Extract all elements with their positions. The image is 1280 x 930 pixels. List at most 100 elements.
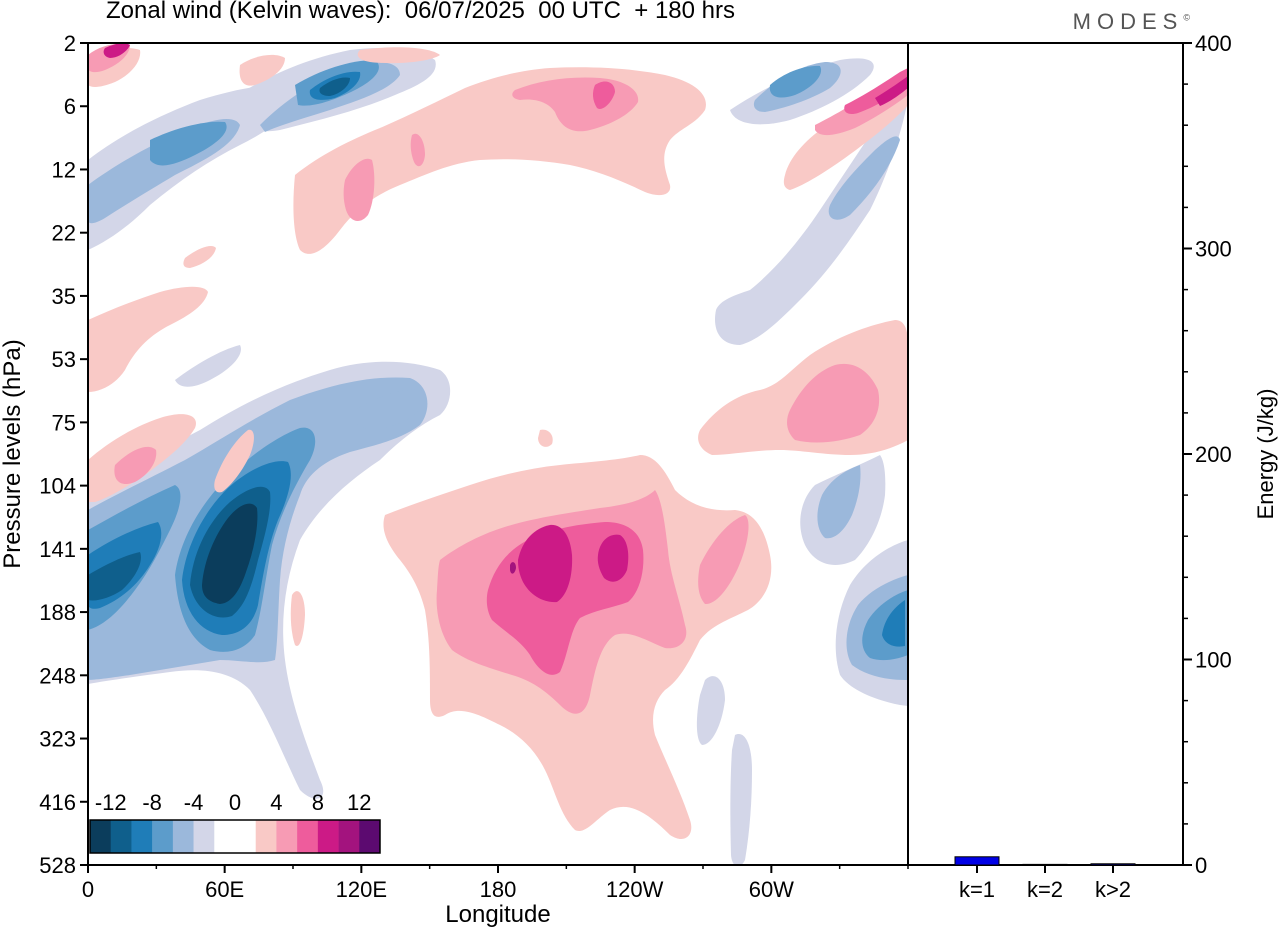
contour-pos4: [787, 363, 880, 443]
colorbar-label: -12: [95, 790, 127, 815]
colorbar-swatch: [276, 820, 298, 853]
colorbar-swatch: [297, 820, 319, 853]
energy-category-label: k>2: [1095, 877, 1131, 902]
energy-tick-label: 300: [1195, 237, 1232, 262]
contour-neg2: [696, 676, 725, 745]
contour-pos2: [183, 246, 216, 268]
y-tick-label: 188: [39, 600, 76, 625]
colorbar-swatch: [317, 820, 339, 853]
colorbar-swatch: [152, 820, 174, 853]
colorbar-swatch: [110, 820, 132, 853]
energy-panel-frame: [907, 42, 1184, 866]
contour-neg2: [730, 734, 752, 865]
colorbar-swatch: [172, 820, 194, 853]
contour-pos4: [410, 133, 425, 167]
brand-name: MODES: [1072, 9, 1184, 34]
colorbar-swatch: [255, 820, 277, 853]
colorbar-swatch: [338, 820, 360, 853]
y-tick-label: 35: [52, 284, 76, 309]
copyright-mark: ©: [1183, 12, 1190, 23]
contour-pos6: [592, 81, 615, 109]
colorbar-label: 4: [270, 790, 282, 815]
x-tick-label: 60E: [205, 877, 244, 902]
x-tick-label: 0: [82, 877, 94, 902]
y-tick-label: 528: [39, 853, 76, 878]
x-tick-label: 120E: [336, 877, 387, 902]
contour-pos2: [88, 286, 208, 392]
energy-bars: k=1 k=2 k>2: [954, 856, 1136, 902]
energy-category-label: k=1: [959, 877, 995, 902]
y-tick-label: 323: [39, 727, 76, 752]
y-tick-label: 2: [64, 31, 76, 56]
contour-neg2: [715, 90, 908, 345]
y-tick-label: 75: [52, 410, 76, 435]
contour-pos2: [239, 54, 285, 86]
x-tick-label: 60W: [749, 877, 794, 902]
contour-neg10: [88, 552, 141, 601]
y-tick-label: 416: [39, 790, 76, 815]
contour-neg4: [355, 389, 426, 430]
contour-pos4: [343, 158, 375, 222]
contour-pos8: [597, 534, 629, 582]
energy-category-label: k=2: [1027, 877, 1063, 902]
x-tick-label: 120W: [606, 877, 664, 902]
energy-tick-label: 200: [1195, 442, 1232, 467]
contour-pos2: [214, 429, 254, 493]
colorbar: -12 -8 -4 0 4 8 12: [89, 790, 381, 854]
colorbar-swatch: [235, 820, 257, 853]
y-tick-label: 53: [52, 347, 76, 372]
contour-pos4: [698, 515, 749, 605]
contour-neg10: [319, 77, 350, 96]
colorbar-label: -4: [184, 790, 204, 815]
contour-pos4: [114, 446, 157, 485]
contour-pos2: [538, 429, 553, 447]
colorbar-label: 8: [312, 790, 324, 815]
contour-neg12: [202, 503, 258, 604]
x-axis: 0 60E 120E 180 120W 60W: [82, 865, 909, 902]
colorbar-swatch: [90, 820, 112, 853]
y-axis: 2 6 12 22 35 53 75 104 141 188 248 323 416 528: [39, 31, 88, 878]
brand-logo: MODES©: [1073, 9, 1190, 35]
chart-title: Zonal wind (Kelvin waves): 06/07/2025 00…: [106, 0, 735, 24]
colorbar-label: 12: [347, 790, 371, 815]
contour-neg6: [150, 121, 227, 166]
x-axis-label: Longitude: [445, 901, 550, 928]
energy-panel: k=1 k=2 k>2: [907, 42, 1184, 902]
y-axis-label: Pressure levels (hPa): [0, 339, 26, 568]
x-tick-label: 180: [480, 877, 517, 902]
y-tick-label: 22: [52, 221, 76, 246]
energy-bar: [954, 856, 1000, 866]
energy-bar: [1090, 863, 1136, 866]
contour-neg4: [817, 465, 861, 539]
energy-axis: 0 100 200 300 400: [1183, 31, 1232, 878]
contour-neg2: [88, 86, 292, 250]
y-tick-label: 248: [39, 663, 76, 688]
contour-neg6: [769, 65, 822, 98]
colorbar-label: 0: [229, 790, 241, 815]
contour-pos2: [290, 591, 305, 646]
energy-tick-label: 400: [1195, 31, 1232, 56]
heatmap-field: [88, 43, 908, 865]
contour-pos6: [844, 68, 908, 115]
energy-bar: [1022, 863, 1068, 866]
energy-axis-label: Energy (J/kg): [1253, 389, 1278, 520]
y-tick-label: 6: [64, 94, 76, 119]
colorbar-frame: [89, 819, 381, 854]
energy-tick-label: 0: [1195, 853, 1207, 878]
energy-tick-label: 100: [1195, 648, 1232, 673]
colorbar-swatch: [131, 820, 153, 853]
contour-pos10: [510, 562, 516, 574]
contour-pos2: [357, 47, 440, 64]
contour-pos8: [875, 76, 908, 106]
y-tick-label: 12: [52, 157, 76, 182]
contour-pos8: [103, 43, 130, 58]
colorbar-label: -8: [142, 790, 162, 815]
contour-neg2: [175, 345, 241, 387]
y-tick-label: 104: [39, 474, 76, 499]
y-tick-label: 141: [39, 537, 76, 562]
colorbar-swatch: [193, 820, 215, 853]
contour-neg8: [882, 600, 905, 647]
colorbar-swatch: [214, 820, 236, 853]
colorbar-swatch: [359, 820, 381, 853]
